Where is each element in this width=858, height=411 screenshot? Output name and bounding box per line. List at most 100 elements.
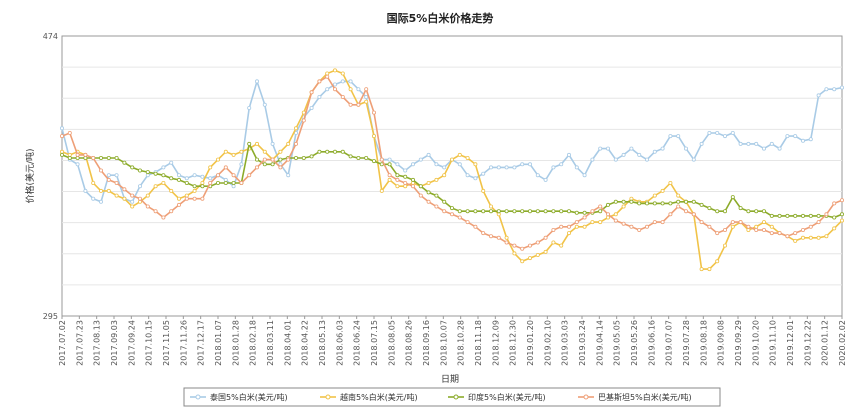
data-point: [309, 90, 314, 95]
data-point: [574, 210, 579, 215]
data-point: [676, 134, 681, 139]
x-tick-label: 2018.01.07: [214, 320, 223, 366]
data-point: [457, 162, 462, 167]
data-point: [785, 234, 790, 239]
data-point: [457, 209, 462, 214]
data-point: [153, 209, 158, 214]
data-point: [808, 213, 813, 218]
data-point: [528, 256, 533, 261]
x-tick-label: 2019.12.01: [786, 320, 795, 366]
data-point: [387, 162, 392, 167]
data-point: [325, 71, 330, 76]
x-tick-label: 2019.03.24: [578, 320, 587, 366]
data-point: [332, 68, 337, 73]
x-tick-label: 2018.10.07: [439, 320, 448, 366]
data-point: [364, 155, 369, 160]
data-point: [231, 152, 236, 157]
data-point: [247, 173, 252, 178]
data-point: [356, 155, 361, 160]
data-point: [169, 188, 174, 193]
data-point: [723, 209, 728, 214]
data-point: [801, 213, 806, 218]
data-point: [231, 184, 236, 189]
data-point: [606, 215, 611, 220]
data-point: [520, 162, 525, 167]
data-point: [262, 157, 267, 162]
data-point: [309, 154, 314, 159]
data-point: [574, 220, 579, 225]
data-point: [293, 126, 298, 131]
data-point: [512, 165, 517, 170]
data-point: [528, 162, 533, 167]
data-point: [496, 209, 501, 214]
data-point: [473, 176, 478, 181]
data-point: [676, 193, 681, 198]
x-tick-label: 2018.08.05: [387, 320, 396, 366]
data-point: [621, 152, 626, 157]
data-point: [465, 209, 470, 214]
x-tick-label: 2020.01.12: [821, 320, 830, 366]
data-point: [660, 146, 665, 151]
data-point: [543, 235, 548, 240]
data-point: [99, 155, 104, 160]
data-point: [364, 95, 369, 100]
data-point: [496, 235, 501, 240]
data-point: [691, 199, 696, 204]
data-point: [481, 188, 486, 193]
data-point: [426, 180, 431, 185]
data-point: [590, 220, 595, 225]
data-point: [543, 177, 548, 182]
data-point: [410, 177, 415, 182]
data-point: [286, 141, 291, 146]
data-point: [598, 220, 603, 225]
data-point: [262, 162, 267, 167]
data-point: [254, 79, 259, 84]
x-tick-label: 2019.06.16: [647, 320, 656, 366]
y-tick-label: 474: [43, 32, 58, 41]
x-tick-label: 2017.08.13: [93, 320, 102, 366]
data-point: [457, 152, 462, 157]
data-point: [270, 141, 275, 146]
data-point: [840, 212, 845, 217]
data-point: [426, 199, 431, 204]
data-point: [551, 227, 556, 232]
data-point: [840, 198, 845, 203]
data-point: [130, 165, 135, 170]
data-point: [106, 173, 111, 178]
x-tick-label: 2018.07.15: [370, 320, 379, 366]
x-tick-label: 2019.11.10: [769, 320, 778, 366]
data-point: [684, 199, 689, 204]
x-axis: 2017.07.02 2017.07.23 2017.08.13 2017.09.03…: [58, 316, 847, 366]
data-point: [762, 146, 767, 151]
series-lines: [60, 68, 845, 272]
data-point: [816, 235, 821, 240]
data-point: [676, 204, 681, 209]
data-point: [192, 196, 197, 201]
x-tick-label: 2017.09.24: [127, 320, 136, 366]
data-point: [254, 157, 259, 162]
data-point: [356, 102, 361, 107]
data-point: [652, 149, 657, 154]
data-point: [208, 165, 213, 170]
data-point: [473, 162, 478, 167]
data-point: [395, 173, 400, 178]
x-tick-label: 2018.12.30: [509, 320, 518, 366]
data-point: [231, 180, 236, 185]
data-point: [91, 180, 96, 185]
data-point: [379, 188, 384, 193]
x-tick-label: 2019.01.20: [526, 320, 535, 366]
data-point: [832, 226, 837, 231]
data-point: [153, 184, 158, 189]
data-point: [762, 227, 767, 232]
x-tick-label: 2017.11.26: [179, 320, 188, 366]
x-tick-label: 2017.12.17: [197, 320, 206, 366]
data-point: [512, 251, 517, 256]
x-tick-label: 2019.09.08: [717, 320, 726, 366]
data-point: [239, 149, 244, 154]
data-point: [488, 209, 493, 214]
data-point: [668, 180, 673, 185]
data-point: [348, 154, 353, 159]
data-point: [481, 209, 486, 214]
data-point: [699, 141, 704, 146]
data-point: [340, 149, 345, 154]
